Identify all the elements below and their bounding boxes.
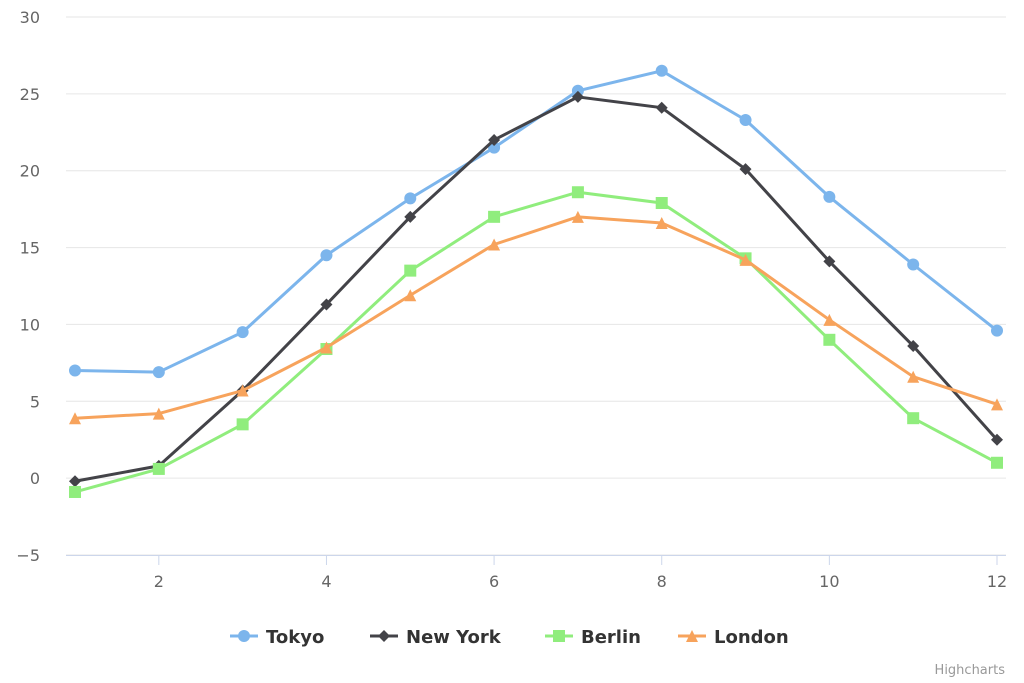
data-point-tokyo[interactable] <box>152 366 165 379</box>
data-point-new-york[interactable] <box>907 339 920 352</box>
y-tick-label: 10 <box>20 315 40 334</box>
data-point-london[interactable] <box>655 216 668 229</box>
axes: −5 0 5 10 15 20 25 30 2 4 6 8 10 12 <box>16 8 1007 591</box>
grid-lines <box>66 16 1006 556</box>
x-tick-label: 8 <box>657 572 667 591</box>
data-point-new-york[interactable] <box>69 475 81 488</box>
data-point-london[interactable] <box>152 407 165 420</box>
data-point-new-york[interactable] <box>655 101 668 114</box>
x-tick-label: 4 <box>321 572 331 591</box>
data-point-berlin[interactable] <box>907 412 920 425</box>
x-tick-label: 12 <box>987 572 1007 591</box>
data-point-berlin[interactable] <box>488 210 501 223</box>
data-point-new-york[interactable] <box>571 90 584 103</box>
data-point-tokyo[interactable] <box>823 190 836 203</box>
y-tick-label: 15 <box>20 239 40 258</box>
data-point-new-york[interactable] <box>991 433 1003 446</box>
data-point-london[interactable] <box>69 412 81 425</box>
data-point-london[interactable] <box>907 370 920 383</box>
y-tick-label: −5 <box>16 546 40 565</box>
data-point-berlin[interactable] <box>571 186 584 199</box>
data-point-london[interactable] <box>488 238 501 251</box>
y-tick-label: 20 <box>20 162 40 181</box>
series-london <box>69 210 1003 425</box>
data-point-new-york[interactable] <box>404 210 417 223</box>
legend-item-london[interactable]: London <box>678 627 789 648</box>
legend-label-new-york: New York <box>406 627 502 648</box>
data-point-berlin[interactable] <box>152 462 165 475</box>
data-point-london[interactable] <box>991 398 1003 411</box>
y-tick-label: 25 <box>20 85 40 104</box>
y-tick-label: 5 <box>30 392 40 411</box>
data-point-tokyo[interactable] <box>655 64 668 77</box>
series-line-new-york[interactable] <box>73 95 999 483</box>
data-point-tokyo[interactable] <box>320 249 333 262</box>
data-point-tokyo[interactable] <box>991 324 1003 337</box>
data-point-new-york[interactable] <box>320 298 333 311</box>
legend-item-new-york[interactable]: New York <box>370 627 502 648</box>
y-tick-label: 30 <box>20 8 40 27</box>
x-tick-label: 6 <box>489 572 499 591</box>
x-tick-label: 2 <box>154 572 164 591</box>
data-point-london[interactable] <box>823 313 836 326</box>
legend-label-berlin: Berlin <box>581 627 641 648</box>
data-point-tokyo[interactable] <box>571 84 584 97</box>
data-point-berlin[interactable] <box>991 456 1003 469</box>
series-line-london[interactable] <box>73 215 999 420</box>
legend-item-berlin[interactable]: Berlin <box>545 627 641 648</box>
series-line-berlin[interactable] <box>73 190 999 494</box>
legend-label-tokyo: Tokyo <box>266 627 324 648</box>
data-point-tokyo[interactable] <box>739 113 752 126</box>
data-point-berlin[interactable] <box>236 418 249 431</box>
data-point-london[interactable] <box>739 253 752 266</box>
x-tick-label: 10 <box>819 572 839 591</box>
series-new-york <box>69 90 1003 488</box>
series-line-tokyo[interactable] <box>73 69 999 374</box>
series-group <box>69 64 1003 498</box>
data-point-new-york[interactable] <box>739 163 752 176</box>
data-point-berlin[interactable] <box>404 264 417 277</box>
y-tick-label: 0 <box>30 469 40 488</box>
data-point-new-york[interactable] <box>488 133 501 146</box>
data-point-london[interactable] <box>320 341 333 354</box>
legend-label-london: London <box>714 627 789 648</box>
legend-item-tokyo[interactable]: Tokyo <box>230 627 324 648</box>
legend: Tokyo New York Berlin London <box>230 627 789 648</box>
data-point-london[interactable] <box>404 289 417 302</box>
legend-symbol-marker[interactable] <box>553 630 565 642</box>
data-point-tokyo[interactable] <box>404 192 417 205</box>
data-point-berlin[interactable] <box>69 485 81 498</box>
credits-label[interactable]: Highcharts <box>935 663 1006 678</box>
data-point-new-york[interactable] <box>823 255 836 268</box>
legend-symbol-marker[interactable] <box>686 630 698 642</box>
data-point-tokyo[interactable] <box>69 364 81 377</box>
data-point-london[interactable] <box>236 384 249 397</box>
series-tokyo <box>69 64 1003 379</box>
data-point-london[interactable] <box>571 210 584 223</box>
data-point-berlin[interactable] <box>823 333 836 346</box>
data-point-tokyo[interactable] <box>907 258 920 271</box>
legend-symbol-marker[interactable] <box>378 630 390 642</box>
legend-symbol-marker[interactable] <box>238 630 250 642</box>
data-point-berlin[interactable] <box>655 196 668 209</box>
data-point-tokyo[interactable] <box>236 326 249 339</box>
